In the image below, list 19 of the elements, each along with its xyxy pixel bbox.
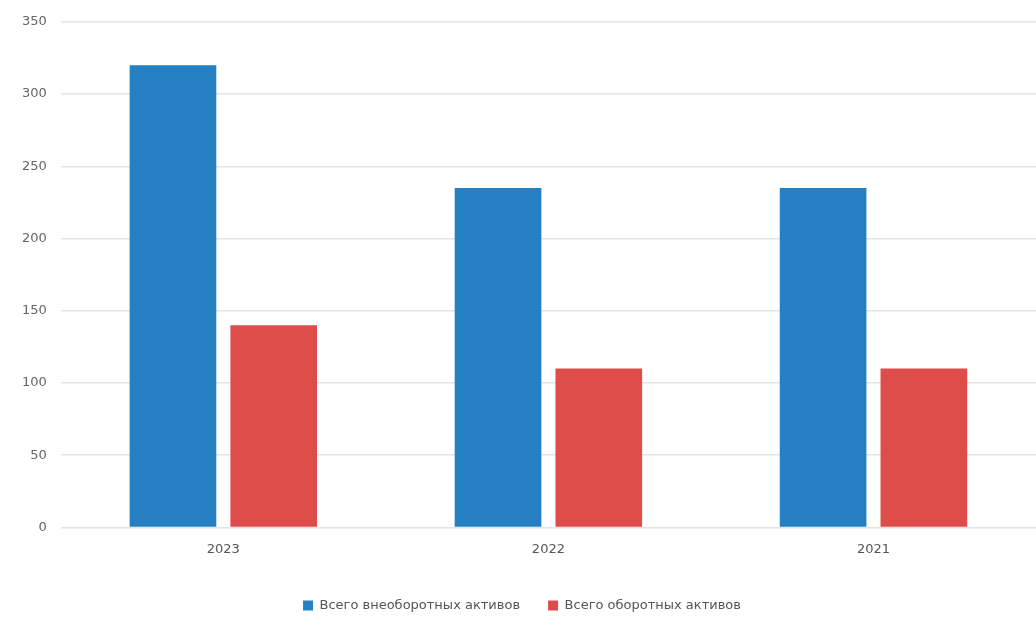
- y-tick-label: 300: [21, 85, 47, 101]
- bar: [555, 368, 643, 527]
- y-tick-label: 100: [21, 374, 47, 390]
- bar: [454, 187, 542, 527]
- bar: [880, 368, 968, 527]
- x-tick-label: 2021: [856, 540, 891, 556]
- y-tick-label: 250: [21, 157, 47, 173]
- x-tick-label: 2023: [206, 540, 240, 556]
- y-tick-label: 350: [21, 13, 47, 29]
- bar: [129, 65, 217, 527]
- y-tick-label: 200: [21, 229, 47, 245]
- bar: [230, 325, 318, 527]
- y-tick-label: 50: [30, 446, 47, 462]
- legend-label: Всего внеоборотных активов: [319, 596, 521, 612]
- y-tick-label: 0: [38, 518, 47, 534]
- legend-label: Всего оборотных активов: [564, 596, 741, 612]
- y-tick-label: 150: [21, 302, 47, 318]
- bar: [779, 187, 867, 527]
- x-tick-label: 2022: [531, 540, 565, 556]
